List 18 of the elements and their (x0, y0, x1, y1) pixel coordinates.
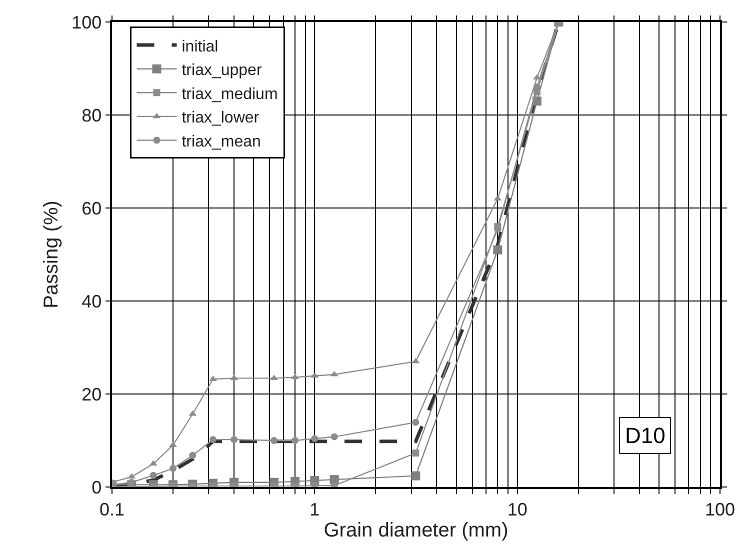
y-tick-label: 60 (82, 198, 102, 218)
legend-label: triax_medium (182, 86, 278, 103)
y-tick-label: 0 (92, 477, 102, 498)
legend-label: triax_upper (182, 62, 262, 80)
y-tick-label: 100 (72, 12, 102, 32)
x-axis-title: Grain diameter (mm) (324, 519, 508, 542)
y-tick-label: 40 (82, 291, 102, 312)
x-tick-label: 10 (507, 499, 528, 520)
legend-label: triax_lower (182, 110, 260, 127)
legend-label: initial (182, 38, 218, 56)
annotation: D10 (625, 423, 666, 448)
y-tick-label: 80 (82, 105, 102, 126)
x-tick-label: 1 (310, 499, 320, 520)
legend-label: triax_mean (182, 133, 261, 150)
x-tick-label: 100 (704, 499, 736, 520)
x-tick-label: 0.1 (99, 499, 125, 520)
y-axis-title: Passing (%) (40, 200, 63, 308)
y-tick-label: 20 (82, 384, 102, 404)
